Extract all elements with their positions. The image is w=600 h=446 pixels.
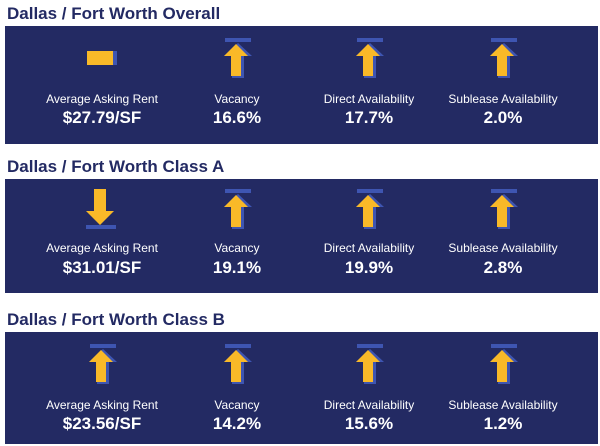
metric-label: Average Asking Rent — [46, 398, 158, 412]
section-title: Dallas / Fort Worth Class A — [7, 157, 225, 176]
metric-value: 1.2% — [483, 414, 523, 433]
metric-label: Average Asking Rent — [46, 241, 158, 255]
metric-value: 2.0% — [483, 108, 523, 127]
metric-direct-availability: Direct Availability 19.9% — [294, 179, 444, 293]
metrics-panel: Average Asking Rent $31.01/SF Vacancy 19… — [5, 179, 598, 293]
metric-label: Direct Availability — [323, 241, 415, 255]
up-arrow-icon — [353, 344, 385, 384]
metric-value: 2.8% — [483, 258, 523, 277]
section-title: Dallas / Fort Worth Overall — [7, 4, 221, 23]
metric-value: 15.6% — [344, 414, 394, 433]
up-arrow-icon — [353, 189, 385, 229]
metrics-panel: Average Asking Rent $27.79/SF Vacancy 16… — [5, 26, 598, 144]
up-arrow-icon — [86, 344, 118, 384]
down-arrow-icon — [86, 189, 118, 229]
metric-label: Sublease Availability — [448, 241, 558, 255]
metric-value: 17.7% — [344, 108, 394, 127]
metric-label: Direct Availability — [323, 92, 415, 106]
metric-label: Vacancy — [214, 241, 260, 255]
section-title: Dallas / Fort Worth Class B — [7, 310, 225, 329]
metric-vacancy: Vacancy 16.6% — [162, 26, 312, 144]
metric-label: Vacancy — [214, 92, 260, 106]
metric-value: $27.79/SF — [62, 108, 142, 127]
metric-vacancy: Vacancy 14.2% — [162, 332, 312, 444]
metric-label: Average Asking Rent — [46, 92, 158, 106]
metric-value: 16.6% — [212, 108, 262, 127]
up-arrow-icon — [487, 344, 519, 384]
metric-value: $31.01/SF — [62, 258, 142, 277]
up-arrow-icon — [487, 38, 519, 78]
metric-sublease-availability: Sublease Availability 2.0% — [428, 26, 578, 144]
metric-label: Direct Availability — [323, 398, 415, 412]
up-arrow-icon — [353, 38, 385, 78]
up-arrow-icon — [487, 189, 519, 229]
metric-sublease-availability: Sublease Availability 1.2% — [428, 332, 578, 444]
metrics-panel: Average Asking Rent $23.56/SF Vacancy 14… — [5, 332, 598, 444]
metric-label: Sublease Availability — [448, 398, 558, 412]
metric-average-asking-rent: Average Asking Rent $31.01/SF — [27, 179, 177, 293]
metric-sublease-availability: Sublease Availability 2.8% — [428, 179, 578, 293]
metric-direct-availability: Direct Availability 15.6% — [294, 332, 444, 444]
metric-vacancy: Vacancy 19.1% — [162, 179, 312, 293]
metric-label: Sublease Availability — [448, 92, 558, 106]
metric-value: 19.9% — [344, 258, 394, 277]
up-arrow-icon — [221, 189, 253, 229]
metric-direct-availability: Direct Availability 17.7% — [294, 26, 444, 144]
metric-value: 19.1% — [212, 258, 262, 277]
metric-label: Vacancy — [214, 398, 260, 412]
up-arrow-icon — [221, 38, 253, 78]
metric-average-asking-rent: Average Asking Rent $27.79/SF — [27, 26, 177, 144]
metric-value: 14.2% — [212, 414, 262, 433]
flat-bar-icon — [86, 38, 118, 78]
up-arrow-icon — [221, 344, 253, 384]
metric-average-asking-rent: Average Asking Rent $23.56/SF — [27, 332, 177, 444]
metric-value: $23.56/SF — [62, 414, 142, 433]
